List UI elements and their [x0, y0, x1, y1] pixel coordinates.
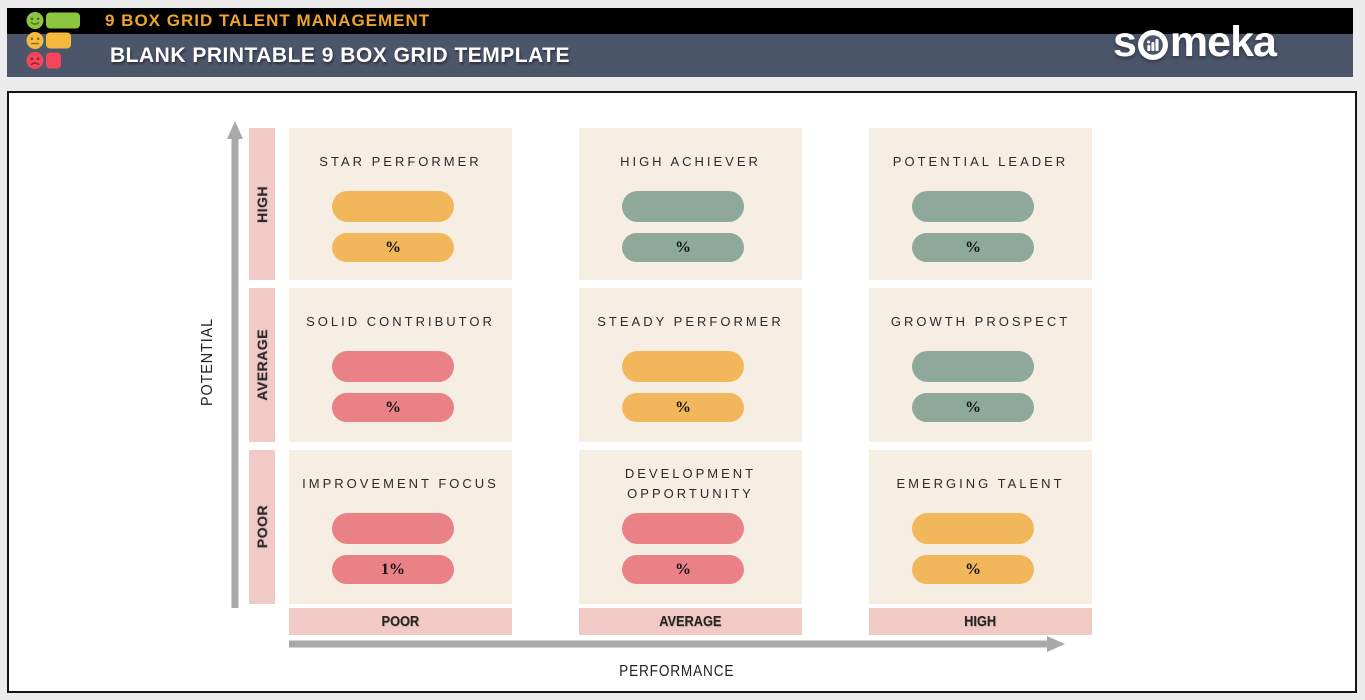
y-axis-level-label: HIGH: [254, 185, 270, 223]
cell-title: HIGH ACHIEVER: [620, 154, 761, 169]
y-axis-arrow: [227, 121, 243, 608]
percent-pill[interactable]: %: [912, 393, 1034, 422]
app-title: 9 BOX GRID TALENT MANAGEMENT: [105, 11, 431, 30]
cell-title: IMPROVEMENT FOCUS: [302, 476, 499, 491]
name-pill[interactable]: [912, 191, 1034, 222]
percent-pill[interactable]: %: [622, 233, 744, 262]
y-axis-title: POTENTIAL: [199, 317, 216, 407]
brand-text-pre: s: [1113, 17, 1137, 66]
grid-cell-potential-leader: POTENTIAL LEADER%: [869, 128, 1092, 280]
grid-cell-high-achiever: HIGH ACHIEVER%: [579, 128, 802, 280]
sheet-title: BLANK PRINTABLE 9 BOX GRID TEMPLATE: [110, 44, 571, 67]
name-pill[interactable]: [622, 513, 744, 544]
brand-text-post: meka: [1169, 17, 1277, 66]
cell-title: SOLID CONTRIBUTOR: [306, 314, 495, 329]
grid-cell-emerging-talent: EMERGING TALENT%: [869, 450, 1092, 604]
y-axis-level-label: AVERAGE: [254, 329, 270, 401]
x-axis-level-poor: POOR: [289, 608, 512, 635]
percent-pill[interactable]: %: [622, 555, 744, 584]
x-axis-level-average: AVERAGE: [579, 608, 802, 635]
percent-pill[interactable]: %: [622, 393, 744, 422]
emoji-bar-chart-icon: [26, 12, 80, 69]
y-axis-level-label: POOR: [254, 505, 270, 549]
cell-title: STEADY PERFORMER: [597, 314, 784, 329]
name-pill[interactable]: [332, 513, 454, 544]
name-pill[interactable]: [912, 351, 1034, 382]
cell-title: STAR PERFORMER: [319, 154, 482, 169]
percent-pill[interactable]: %: [332, 233, 454, 262]
cell-title: POTENTIAL LEADER: [892, 154, 1069, 169]
x-axis-level-high: HIGH: [869, 608, 1092, 635]
y-axis-level-high: HIGH: [249, 128, 275, 280]
percent-pill[interactable]: %: [912, 233, 1034, 262]
x-axis-level-label: AVERAGE: [659, 613, 722, 630]
emoji-bar-chart-logo: [26, 12, 86, 75]
percent-pill[interactable]: %: [912, 555, 1034, 584]
someka-o-chart-icon: [1137, 23, 1169, 72]
grid-cell-solid-contributor: SOLID CONTRIBUTOR%: [289, 288, 512, 442]
y-axis-level-average: AVERAGE: [249, 288, 275, 442]
cell-title: GROWTH PROSPECT: [890, 314, 1071, 329]
x-axis-title-text: PERFORMANCE: [618, 663, 735, 680]
name-pill[interactable]: [912, 513, 1034, 544]
name-pill[interactable]: [622, 351, 744, 382]
x-axis-arrow: [289, 636, 1065, 652]
percent-pill[interactable]: %: [332, 393, 454, 422]
grid-cell-growth-prospect: GROWTH PROSPECT%: [869, 288, 1092, 442]
nine-box-grid-canvas: POTENTIAL PERFORMANCE STAR PERFORMER% HIG…: [7, 91, 1357, 693]
x-axis-title: PERFORMANCE: [289, 663, 1064, 681]
x-axis-level-label: HIGH: [964, 613, 997, 630]
name-pill[interactable]: [332, 191, 454, 222]
x-axis-level-label: POOR: [381, 613, 420, 630]
someka-wordmark: s meka: [1113, 14, 1277, 72]
grid-cell-steady-performer: STEADY PERFORMER%: [579, 288, 802, 442]
name-pill[interactable]: [332, 351, 454, 382]
cell-title: EMERGING TALENT: [896, 476, 1065, 491]
grid-cell-development-opportunity: DEVELOPMENT OPPORTUNITY%: [579, 450, 802, 604]
y-axis-level-poor: POOR: [249, 450, 275, 604]
grid-cell-star-performer: STAR PERFORMER%: [289, 128, 512, 280]
header-top-bar: [7, 8, 1353, 34]
grid-cell-improvement-focus: IMPROVEMENT FOCUS 1%: [289, 450, 512, 604]
header-sub-bar: [7, 34, 1353, 77]
cell-title: DEVELOPMENT OPPORTUNITY: [624, 466, 757, 501]
percent-pill[interactable]: 1%: [332, 555, 454, 584]
name-pill[interactable]: [622, 191, 744, 222]
